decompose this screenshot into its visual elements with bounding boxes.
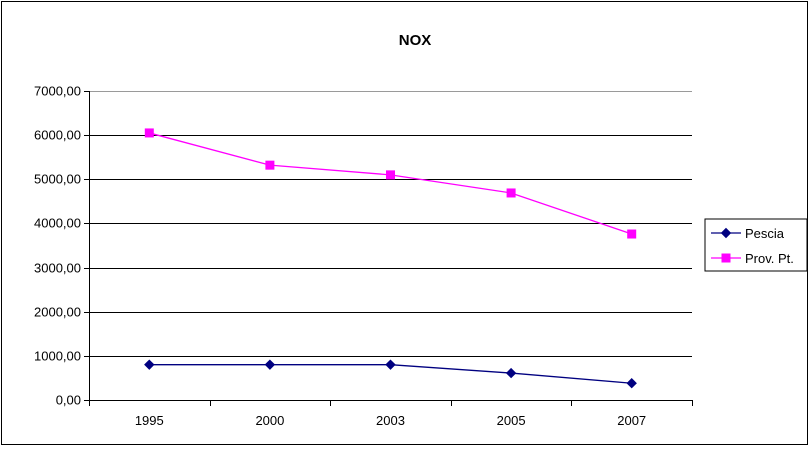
data-point-pescia	[505, 367, 517, 379]
y-tick-label: 3000,00	[34, 261, 81, 276]
y-tick-label: 0,00	[56, 393, 81, 408]
legend: Pescia Prov. Pt.	[704, 218, 808, 272]
legend-marker-pescia	[720, 227, 732, 239]
x-tick-label: 2005	[497, 413, 526, 428]
y-tick-label: 6000,00	[34, 128, 81, 143]
data-point-pescia	[385, 359, 396, 370]
legend-label-pescia: Pescia	[745, 226, 785, 241]
x-tick-label: 2007	[617, 413, 646, 428]
legend-label-prov-pt: Prov. Pt.	[745, 251, 794, 266]
y-tick-label: 7000,00	[34, 84, 81, 99]
x-tick-label: 1995	[135, 413, 164, 428]
chart-title: NOX	[399, 32, 432, 49]
data-point-prov-pt	[265, 160, 275, 170]
data-point-prov-pt	[386, 170, 395, 180]
y-tick-label: 4000,00	[34, 216, 81, 231]
axes: 0,00 1000,00 2000,00 3000,00 4000,00 5000,00 6…	[34, 84, 693, 428]
gridlines	[89, 91, 692, 357]
data-point-pescia	[264, 359, 276, 370]
y-tick-label: 1000,00	[34, 349, 81, 364]
y-tick-label: 5000,00	[34, 172, 81, 187]
legend-marker-prov-pt	[721, 253, 731, 263]
data-point-prov-pt	[144, 128, 154, 138]
data-point-pescia	[626, 378, 637, 389]
series-lines	[144, 128, 637, 389]
data-point-prov-pt	[506, 188, 516, 198]
x-tick-label: 2000	[255, 413, 284, 428]
y-tick-label: 2000,00	[34, 305, 81, 320]
data-point-prov-pt	[627, 229, 637, 239]
x-tick-label: 2003	[376, 413, 405, 428]
data-point-pescia	[144, 359, 155, 370]
